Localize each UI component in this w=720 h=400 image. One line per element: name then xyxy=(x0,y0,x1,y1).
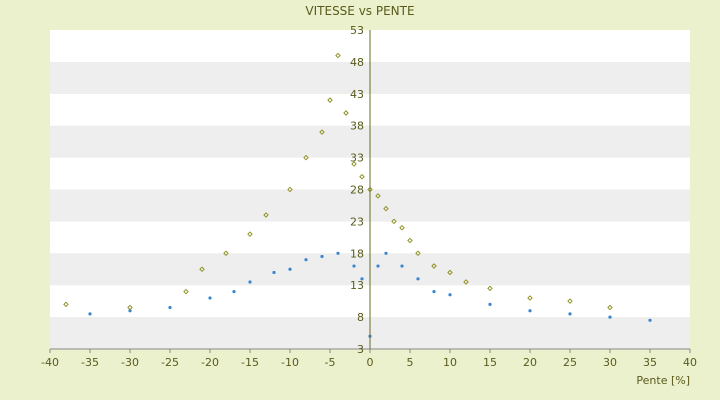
data-point xyxy=(376,264,380,268)
x-tick-label: -35 xyxy=(81,356,99,369)
data-point xyxy=(528,309,532,313)
x-axis-label: Pente [%] xyxy=(636,374,690,387)
data-point xyxy=(232,289,236,294)
x-tick-labels: -40 -35 -30 -25 -20 -15 -10 -5 0 5 10 15 20 25 30 35 40 xyxy=(41,349,697,369)
y-tick-label: 8 xyxy=(357,311,364,324)
y-tick-label: 38 xyxy=(350,120,364,133)
data-point xyxy=(648,318,652,322)
data-point xyxy=(487,285,493,292)
data-point xyxy=(415,250,421,257)
data-point xyxy=(431,263,437,269)
x-tick-label: -10 xyxy=(281,356,299,369)
x-tick-label: 0 xyxy=(367,356,374,369)
data-points xyxy=(63,52,652,338)
data-point xyxy=(608,315,612,319)
x-tick-label: 35 xyxy=(643,356,657,369)
x-tick-label: 20 xyxy=(523,356,537,369)
data-point xyxy=(568,312,572,316)
data-point xyxy=(336,251,340,255)
data-point xyxy=(223,250,229,257)
data-point xyxy=(432,289,436,294)
data-point xyxy=(63,301,69,308)
y-tick-label: 13 xyxy=(350,279,364,292)
x-tick-label: -25 xyxy=(161,356,179,369)
y-tick-label: 18 xyxy=(350,247,364,260)
data-point xyxy=(287,186,293,193)
y-tick-label: 33 xyxy=(350,152,364,165)
data-point xyxy=(343,110,349,116)
data-point xyxy=(263,212,269,218)
data-point xyxy=(320,254,324,259)
x-tick-label: 25 xyxy=(563,356,577,369)
x-tick-label: 10 xyxy=(443,356,457,369)
data-point xyxy=(367,186,373,193)
x-tick-label: -40 xyxy=(41,356,59,369)
data-point xyxy=(272,270,276,275)
x-tick-label: -15 xyxy=(241,356,259,369)
data-point xyxy=(319,129,325,135)
series-1 xyxy=(88,251,652,338)
data-point xyxy=(335,52,341,59)
series-2 xyxy=(63,52,613,311)
data-point xyxy=(416,277,420,281)
data-point xyxy=(208,296,212,300)
data-point xyxy=(288,267,292,271)
data-point xyxy=(351,161,357,167)
data-point xyxy=(183,288,189,295)
data-point xyxy=(400,264,404,268)
data-point xyxy=(391,218,397,225)
data-point xyxy=(168,305,172,310)
data-point xyxy=(384,251,388,255)
x-tick-label: 40 xyxy=(683,356,697,369)
data-point xyxy=(567,298,573,304)
y-tick-label: 43 xyxy=(350,88,364,101)
data-point xyxy=(360,277,364,281)
data-point xyxy=(88,312,92,316)
y-tick-label: 53 xyxy=(350,24,364,37)
data-point xyxy=(304,258,308,262)
y-tick-label: 3 xyxy=(357,343,364,356)
y-tick-label: 23 xyxy=(350,215,364,228)
x-tick-label: -30 xyxy=(121,356,139,369)
y-tick-label: 28 xyxy=(350,184,364,197)
data-point xyxy=(199,266,205,273)
data-point xyxy=(463,279,469,285)
chart-title: VITESSE vs PENTE xyxy=(305,4,414,18)
data-point xyxy=(248,280,252,284)
x-tick-label: -5 xyxy=(325,356,336,369)
data-point xyxy=(359,173,365,180)
data-point xyxy=(527,295,533,301)
data-point xyxy=(127,304,133,311)
data-point xyxy=(488,302,492,306)
data-point xyxy=(447,269,453,276)
data-point xyxy=(352,264,356,268)
data-point xyxy=(407,237,413,244)
x-tick-label: 30 xyxy=(603,356,617,369)
y-tick-label: 48 xyxy=(350,56,364,69)
data-point xyxy=(303,154,309,161)
data-point xyxy=(607,304,613,311)
data-point xyxy=(383,205,389,212)
x-tick-label: 15 xyxy=(483,356,497,369)
data-point xyxy=(247,231,253,237)
x-tick-label: -20 xyxy=(201,356,219,369)
x-tick-label: 5 xyxy=(407,356,414,369)
data-point xyxy=(128,309,132,313)
data-point xyxy=(448,293,452,297)
data-point xyxy=(399,225,405,231)
data-point xyxy=(375,193,381,199)
data-point xyxy=(327,97,333,103)
